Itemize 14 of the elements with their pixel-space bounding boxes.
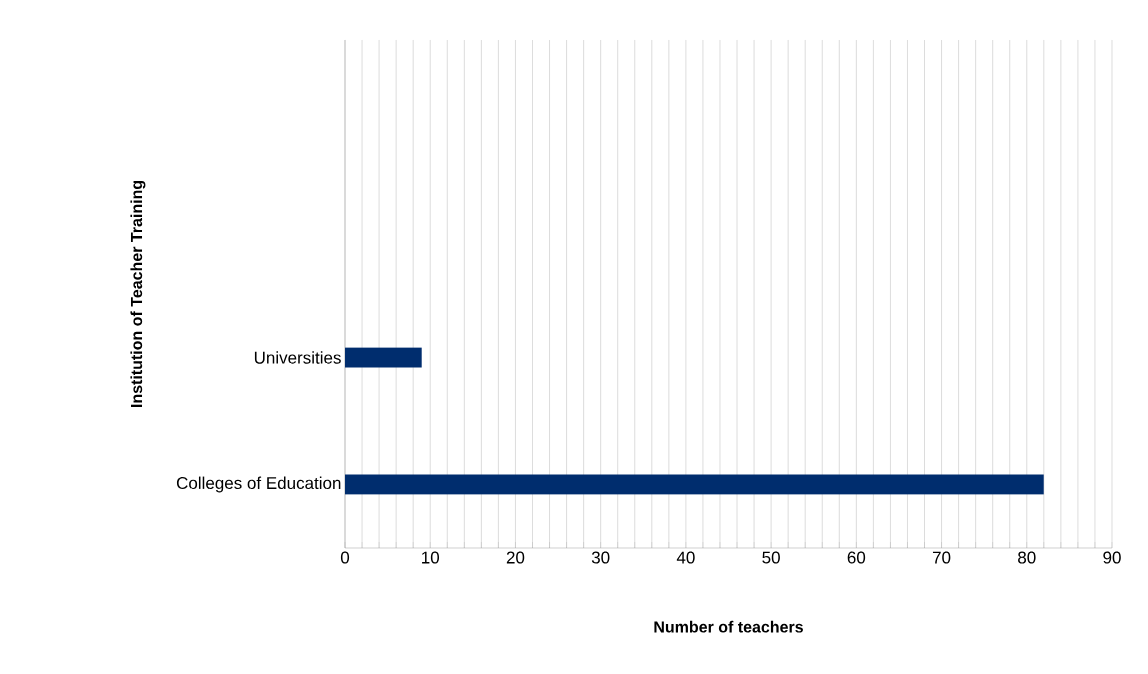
x-axis-title: Number of teachers: [654, 620, 803, 633]
y-tick-label: Colleges of Education: [176, 476, 341, 493]
x-tick-label: 60: [847, 551, 866, 564]
x-tick-label: 70: [932, 551, 951, 564]
y-tick-label: Universities: [254, 351, 341, 364]
x-tick-label: 30: [591, 551, 610, 564]
x-tick-label: 10: [422, 551, 440, 564]
y-axis-title: Institution of Teacher Training: [130, 180, 146, 407]
x-tick-label: 20: [506, 551, 525, 564]
x-tick-label: 90: [1103, 551, 1121, 564]
x-tick-label: 0: [340, 551, 350, 564]
x-tick-label: 40: [676, 551, 695, 564]
x-tick-label: 50: [762, 551, 780, 564]
x-tick-label: 80: [1018, 551, 1036, 564]
